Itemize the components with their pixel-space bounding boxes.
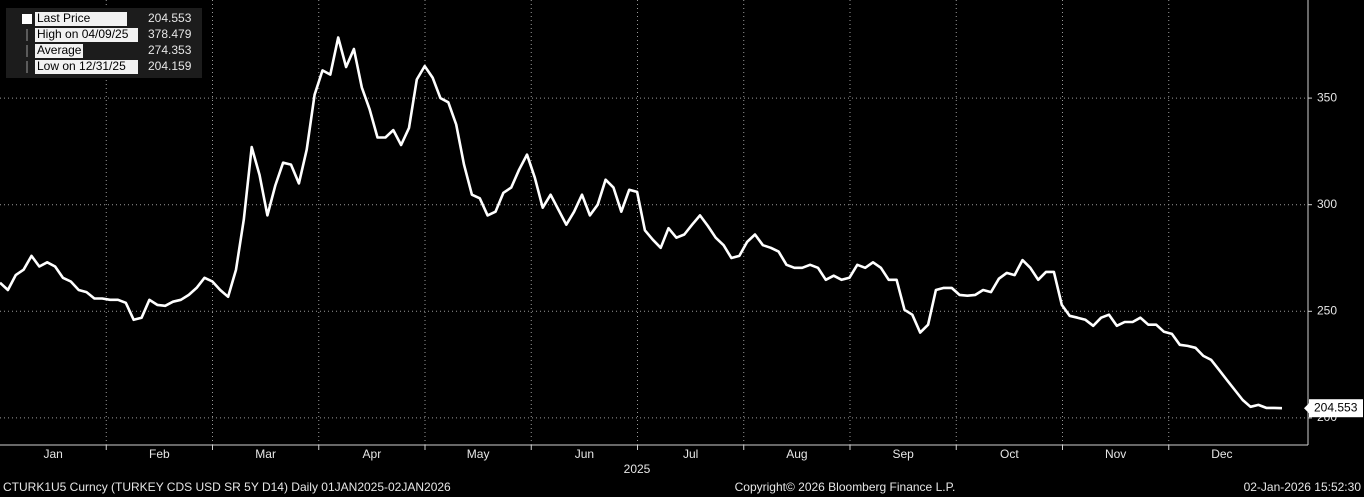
y-tick-label: 250 — [1317, 303, 1337, 317]
legend-swatch — [22, 14, 32, 24]
price-line — [0, 36, 1283, 410]
footer-left: CTURK1U5 Curncy (TURKEY CDS USD SR 5Y D1… — [3, 480, 451, 494]
legend-label: Last Price — [37, 11, 91, 25]
last-value-box — [1309, 399, 1363, 418]
y-tick-label: 350 — [1317, 90, 1337, 104]
legend-label: High on 04/09/25 — [37, 27, 129, 41]
x-tick-label: Feb — [149, 447, 170, 461]
x-tick-label: Mar — [255, 447, 276, 461]
legend-value: 204.553 — [148, 11, 192, 25]
legend: Last Price 204.553 High on 04/09/25 378.479… — [6, 8, 202, 78]
x-tick-label: Jan — [43, 447, 62, 461]
x-tick-label: Nov — [1105, 447, 1126, 461]
legend-label-bg — [35, 60, 138, 74]
last-value-pointer — [1304, 402, 1310, 415]
legend-label-bg — [35, 28, 138, 42]
x-tick-label: Jul — [683, 447, 698, 461]
x-axis-title: 2025 — [624, 462, 651, 476]
x-tick-label: May — [467, 447, 490, 461]
x-tick-label: Apr — [363, 447, 382, 461]
legend-label-bg — [35, 44, 83, 58]
y-tick-label: 300 — [1317, 197, 1337, 211]
legend-label: Average — [37, 43, 82, 57]
footer-right: 02-Jan-2026 15:52:30 — [1244, 480, 1362, 494]
legend-label: Low on 12/31/25 — [37, 59, 126, 73]
x-tick-label: Oct — [1000, 447, 1019, 461]
x-tick-label: Aug — [786, 447, 807, 461]
last-value-label: 204.553 — [1314, 400, 1358, 414]
legend-value: 204.159 — [148, 59, 192, 73]
footer-center: Copyright© 2026 Bloomberg Finance L.P. — [735, 480, 956, 494]
x-tick-label: Dec — [1211, 447, 1232, 461]
legend-value: 378.479 — [148, 27, 192, 41]
x-tick-label: Sep — [892, 447, 914, 461]
legend-value: 274.353 — [148, 43, 192, 57]
legend-label-bg — [35, 12, 127, 26]
x-tick-label: Jun — [575, 447, 594, 461]
